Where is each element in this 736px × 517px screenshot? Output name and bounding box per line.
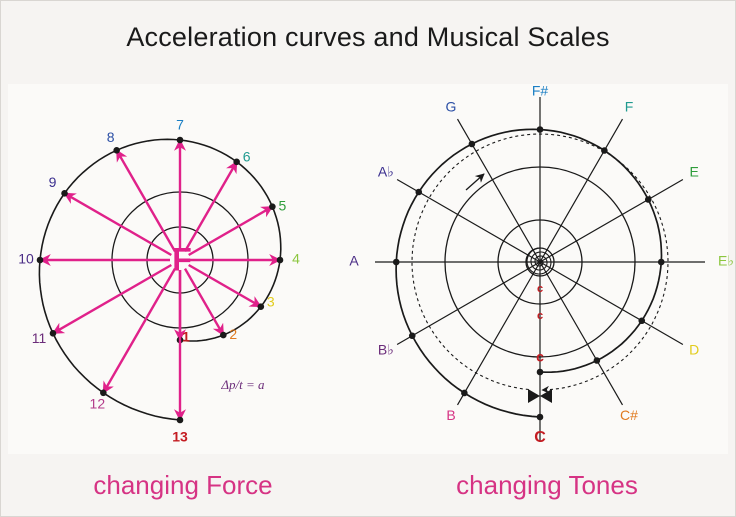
tones-note-5: C#: [620, 407, 638, 423]
force-label-7: 7: [176, 117, 184, 133]
tones-note-2: E: [689, 164, 698, 180]
tones-point-12: [536, 368, 544, 376]
force-arrow-8: [115, 149, 177, 252]
tones-center-spiral: [526, 247, 552, 275]
force-arrow-12: [102, 268, 177, 394]
tones-note-9: A♭: [378, 164, 394, 180]
tones-radial-line-2: [396, 261, 541, 346]
tones-radial-line-10: [539, 261, 684, 346]
tones-inner-c-2: c: [536, 349, 544, 365]
tones-note-0: F#: [532, 83, 549, 99]
force-label-13: 13: [172, 429, 188, 445]
force-label-12: 12: [90, 395, 106, 411]
force-arrow-9: [63, 192, 172, 257]
force-label-3: 3: [267, 293, 275, 309]
force-arrow-5: [188, 205, 274, 257]
force-point-8: [113, 147, 120, 154]
tones-note-8: A: [349, 253, 359, 269]
tones-radial-line-1: [456, 261, 541, 406]
tones-point-11: [593, 357, 601, 364]
force-point-10: [36, 256, 44, 264]
tones-circle-1: [497, 219, 583, 305]
force-point-9: [61, 190, 68, 197]
force-label-11: 11: [32, 330, 47, 346]
force-arrow-11: [51, 263, 172, 335]
force-label-2: 2: [229, 326, 237, 342]
panel-force: [8, 84, 368, 454]
force-label-10: 10: [18, 251, 34, 267]
tones-point-9: [657, 258, 665, 266]
force-point-5: [269, 203, 276, 210]
tones-note-10: G: [446, 99, 457, 115]
force-point-12: [100, 389, 107, 397]
force-arrow-6: [183, 160, 238, 252]
force-center-letter: F: [172, 241, 192, 277]
caption-changing-force: changing Force: [93, 470, 273, 500]
force-point-13: [176, 416, 184, 424]
force-label-1: 1: [182, 329, 190, 345]
tones-point-1: [461, 389, 468, 397]
force-label-4: 4: [292, 251, 300, 267]
force-label-8: 8: [107, 129, 115, 145]
figure-title: Acceleration curves and Musical Scales: [126, 22, 610, 52]
tones-point-5: [468, 140, 476, 148]
tones-point-8: [644, 196, 652, 203]
tones-inner-c-1: c: [537, 310, 543, 322]
force-point-7: [176, 136, 184, 144]
tones-circle-0: [444, 166, 636, 358]
tones-point-0: [536, 413, 544, 421]
tones-point-4: [415, 188, 423, 196]
force-arrow-3: [188, 263, 262, 308]
tones-note-6: B: [446, 407, 455, 423]
tones-point-6: [536, 126, 544, 133]
tones-note-3: E♭: [718, 253, 734, 269]
force-point-2: [220, 331, 227, 339]
tones-point-2: [408, 332, 416, 340]
tones-point-3: [392, 258, 400, 266]
tones-inner-c-0: c: [537, 283, 543, 295]
force-point-11: [49, 330, 57, 337]
tones-note-7: B♭: [378, 342, 394, 358]
tones-note-1: F: [625, 99, 634, 115]
tones-note-4: D: [689, 342, 699, 358]
tones-radial-line-7: [539, 118, 624, 263]
force-point-3: [257, 303, 265, 310]
tones-bottom-letter: C: [534, 429, 546, 446]
tones-inner-arrow: [465, 173, 485, 191]
caption-changing-tones: changing Tones: [456, 470, 638, 500]
force-point-4: [276, 256, 284, 264]
force-point-6: [233, 158, 240, 166]
force-label-5: 5: [278, 197, 286, 213]
tones-bowtie-marker: [528, 389, 552, 403]
tones-spiral: [395, 128, 663, 418]
force-label-6: 6: [243, 149, 251, 165]
tones-radial-line-11: [539, 261, 624, 406]
force-arrow-2: [183, 268, 225, 337]
tones-radial-line-8: [539, 178, 684, 263]
tones-point-7: [601, 147, 608, 154]
force-label-9: 9: [49, 174, 57, 190]
tones-point-10: [638, 317, 646, 325]
force-formula: Δp/t = a: [220, 377, 265, 392]
